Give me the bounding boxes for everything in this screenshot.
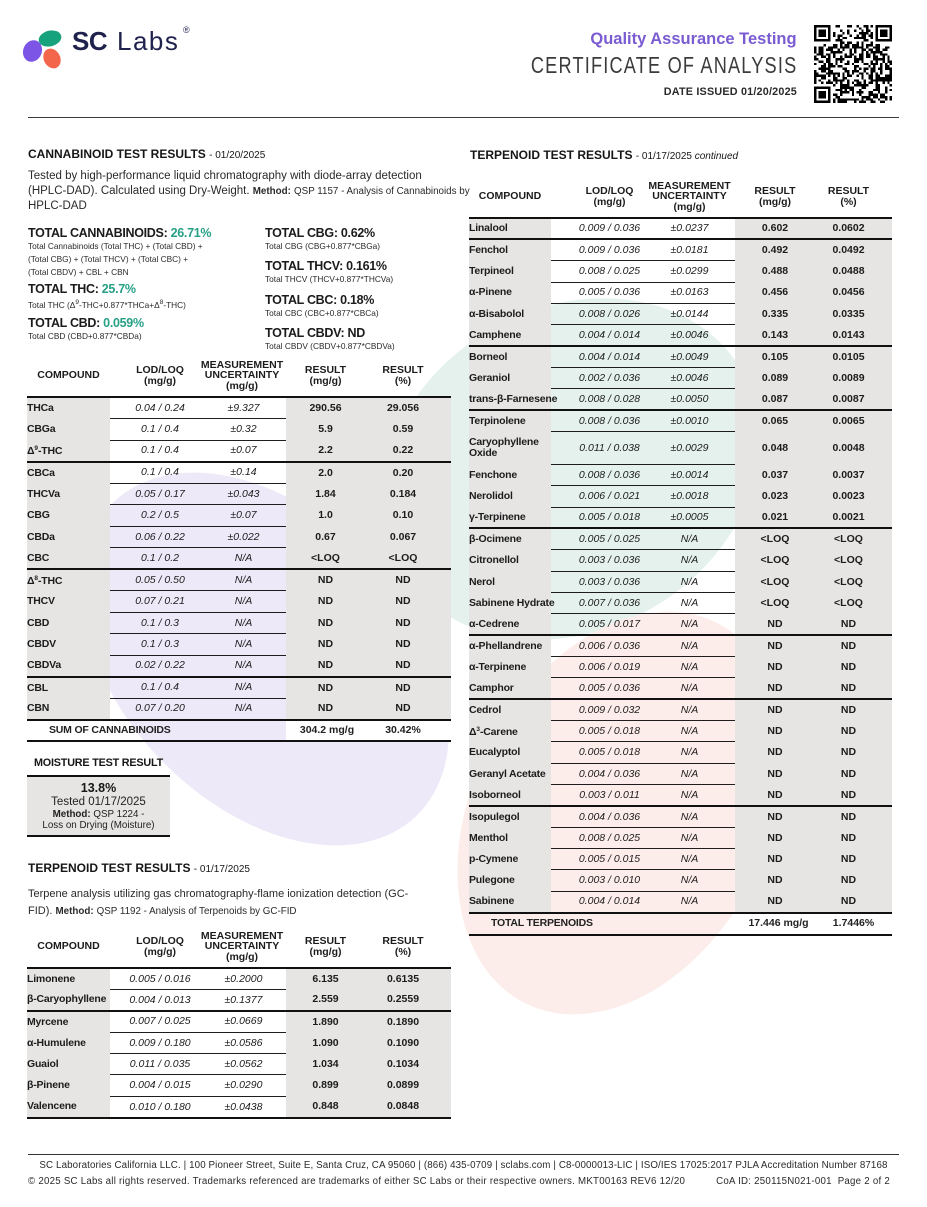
svg-text:SC: SC	[72, 26, 108, 56]
svg-text:®: ®	[183, 25, 190, 35]
svg-text:Labs: Labs	[117, 26, 179, 56]
